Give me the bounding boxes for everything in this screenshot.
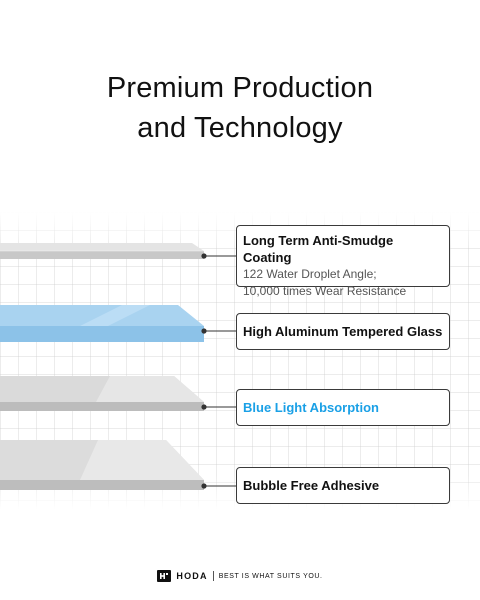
hoda-logo-icon [157,570,172,582]
callout-adhesive: Bubble Free Adhesive [236,467,450,504]
anti-smudge-layer [0,243,204,259]
connector-glass [201,328,236,334]
callout-blue-light: Blue Light Absorption [236,389,450,426]
blue-light-layer [0,376,204,411]
callout-glass: High Aluminum Tempered Glass [236,313,450,350]
callout-blue-light-title: Blue Light Absorption [243,400,379,415]
connector-blue-light [201,404,236,410]
brand-name: HODA [176,571,208,581]
connector-adhesive [201,483,236,489]
callout-glass-title: High Aluminum Tempered Glass [243,324,443,339]
callout-anti-smudge-detail-1: 122 Water Droplet Angle; [243,267,377,281]
callout-anti-smudge: Long Term Anti-Smudge Coating 122 Water … [236,225,450,298]
glass-layer [0,305,204,342]
callout-adhesive-title: Bubble Free Adhesive [243,478,380,493]
connector-anti-smudge [201,253,236,259]
title-line-1: Premium Production [106,72,374,104]
callout-anti-smudge-detail-2: 10,000 times Wear Resistance [243,284,407,298]
callout-anti-smudge-title: Long Term Anti-Smudge Coating [243,233,394,265]
page-title: Premium Production and Technology [0,68,480,148]
brand-tagline: Best is what suits you. [218,572,323,580]
adhesive-layer [0,440,204,490]
title-line-2: and Technology [137,112,343,144]
footer-divider [212,571,214,581]
footer: HODA Best is what suits you. [0,569,480,583]
